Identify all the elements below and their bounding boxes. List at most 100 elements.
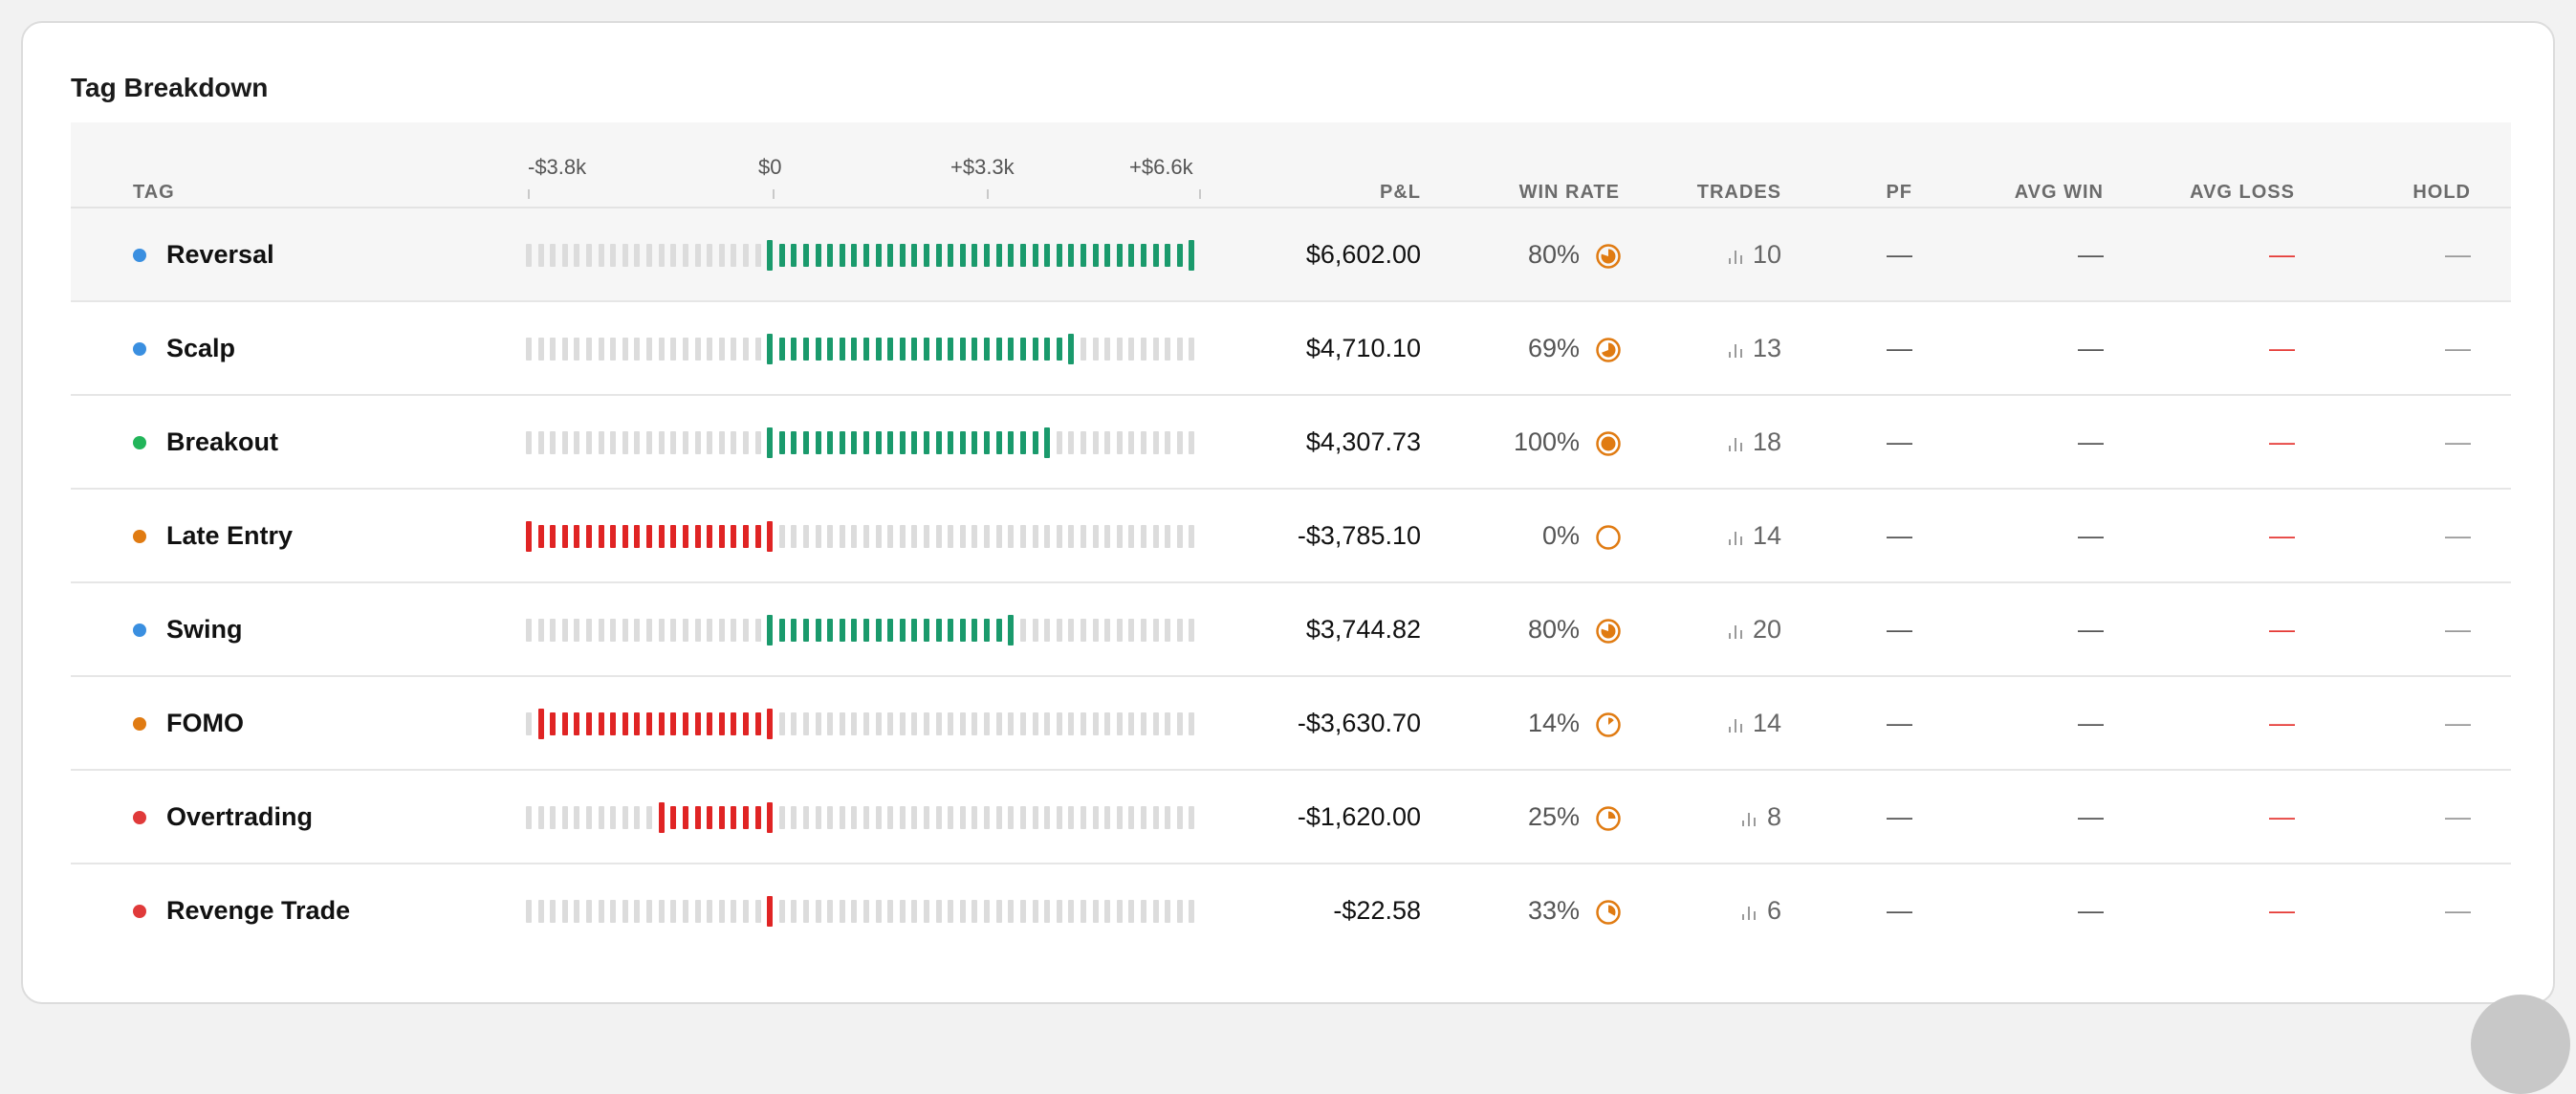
pnl-bar-segment [1080, 338, 1086, 361]
pnl-bar-segment [1080, 619, 1086, 642]
pnl-bar-segment [911, 806, 918, 829]
profit-factor-value: — [1887, 615, 1912, 644]
pnl-bar-segment [731, 806, 737, 829]
pnl-bar-segment [1032, 806, 1038, 829]
hold-value: — [2445, 427, 2471, 456]
pnl-bar-segment [550, 806, 557, 829]
pnl-bar-segment [1019, 712, 1026, 735]
pnl-bar-segment [995, 619, 1002, 642]
pnl-bar-segment [1032, 338, 1038, 361]
pnl-bar-segment [658, 431, 665, 454]
floating-action-button[interactable] [2471, 995, 2570, 1094]
pnl-bar-segment [670, 338, 677, 361]
pnl-bar-segment [1189, 619, 1195, 642]
pnl-bar-segment [875, 712, 882, 735]
table-row[interactable]: Late Entry -$3,785.10 0% 14 — — — — [71, 490, 2511, 583]
pnl-bar-segment [1032, 525, 1038, 548]
pnl-bar-segment [875, 431, 882, 454]
column-header-hold[interactable]: HOLD [2412, 182, 2471, 203]
table-row[interactable]: Scalp $4,710.10 69% 13 — — — — [71, 302, 2511, 396]
pnl-bar-segment [815, 712, 821, 735]
pnl-bar-segment [598, 244, 604, 267]
pnl-bar-segment [561, 431, 568, 454]
table-header: TAG -$3.8k $0 +$3.3k +$6.6k P&L WIN RATE… [71, 122, 2511, 208]
column-header-tag[interactable]: TAG [133, 182, 175, 203]
table-row[interactable]: Reversal $6,602.00 80% 10 — — — — [71, 208, 2511, 302]
pnl-bar-segment [1068, 900, 1075, 923]
pnl-bar-segment [754, 431, 761, 454]
bar-chart-icon [1729, 344, 1742, 358]
table-row[interactable]: Revenge Trade -$22.58 33% 6 — — — — [71, 864, 2511, 958]
win-rate-value: 25% [1527, 802, 1580, 831]
pnl-bar-segment [646, 338, 653, 361]
tag-name: Breakout [166, 427, 279, 456]
pnl-bar-segment [924, 900, 930, 923]
pnl-bar-segment [1056, 806, 1062, 829]
pnl-bar-segment [561, 619, 568, 642]
pnl-bar-segment [791, 244, 797, 267]
pnl-bar-segment [622, 806, 628, 829]
win-rate-value: 0% [1541, 521, 1580, 550]
pnl-bar-segment [1019, 338, 1026, 361]
trades-count: 13 [1752, 334, 1781, 362]
pnl-bar-segment [959, 806, 966, 829]
avg-loss-value: — [2269, 521, 2295, 550]
pnl-bar-segment [851, 525, 858, 548]
table-row[interactable]: Breakout $4,307.73 100% 18 — — — — [71, 396, 2511, 490]
profit-factor-value: — [1887, 896, 1912, 925]
profit-factor-value: — [1887, 334, 1912, 362]
pnl-bar-segment [598, 431, 604, 454]
pnl-bar-segment [526, 712, 532, 735]
column-header-pnl[interactable]: P&L [1380, 182, 1421, 203]
pnl-bar-segment [658, 525, 665, 548]
pnl-bar-segment [851, 712, 858, 735]
pnl-bar-segment [707, 431, 713, 454]
pnl-bar-segment [586, 338, 593, 361]
column-header-avg-loss[interactable]: AVG LOSS [2190, 182, 2295, 203]
pnl-bar-segment [718, 806, 725, 829]
pnl-bar-segment [1104, 338, 1111, 361]
pnl-bar-segment [561, 900, 568, 923]
pnl-bar-segment [911, 338, 918, 361]
pnl-bar-segment [610, 900, 617, 923]
table-row[interactable]: FOMO -$3,630.70 14% 14 — — — — [71, 677, 2511, 771]
tag-color-dot [133, 717, 146, 731]
pnl-bar-segment [839, 431, 845, 454]
pnl-bar-segment [815, 806, 821, 829]
pnl-bar-segment [1044, 712, 1051, 735]
pnl-bar [526, 802, 1201, 833]
pnl-bar-segment [598, 525, 604, 548]
pnl-bar-segment [984, 712, 991, 735]
pnl-bar-segment [1019, 525, 1026, 548]
pnl-bar-segment [959, 431, 966, 454]
pnl-bar-segment [971, 712, 978, 735]
pnl-bar-segment [995, 338, 1002, 361]
pnl-bar-segment [731, 244, 737, 267]
table-row[interactable]: Swing $3,744.82 80% 20 — — — — [71, 583, 2511, 677]
pnl-bar-segment [658, 244, 665, 267]
pnl-bar-segment [802, 244, 809, 267]
pnl-bar-segment [574, 525, 580, 548]
avg-loss-value: — [2269, 240, 2295, 269]
pnl-bar-segment [1104, 525, 1111, 548]
column-header-trades[interactable]: TRADES [1696, 182, 1781, 203]
column-header-win-rate[interactable]: WIN RATE [1518, 182, 1620, 203]
column-header-avg-win[interactable]: AVG WIN [2014, 182, 2104, 203]
pnl-bar-segment [1068, 619, 1075, 642]
pnl-bar-segment [1165, 431, 1171, 454]
pnl-bar-segment [863, 431, 869, 454]
pnl-bar-segment [1165, 806, 1171, 829]
avg-win-value: — [2078, 615, 2104, 644]
pnl-bar-segment [887, 806, 894, 829]
pnl-bar-segment [1189, 525, 1195, 548]
pnl-bar-segment [622, 431, 628, 454]
pnl-bar-segment [1140, 338, 1146, 361]
hold-value: — [2445, 709, 2471, 737]
tag-name: FOMO [166, 709, 244, 737]
pie-chart-icon [1596, 431, 1621, 456]
table-row[interactable]: Overtrading -$1,620.00 25% 8 — — — — [71, 771, 2511, 864]
win-rate-value: 69% [1527, 334, 1580, 362]
column-header-pf[interactable]: PF [1886, 182, 1912, 203]
avg-win-value: — [2078, 709, 2104, 737]
pnl-bar-segment [1152, 619, 1159, 642]
